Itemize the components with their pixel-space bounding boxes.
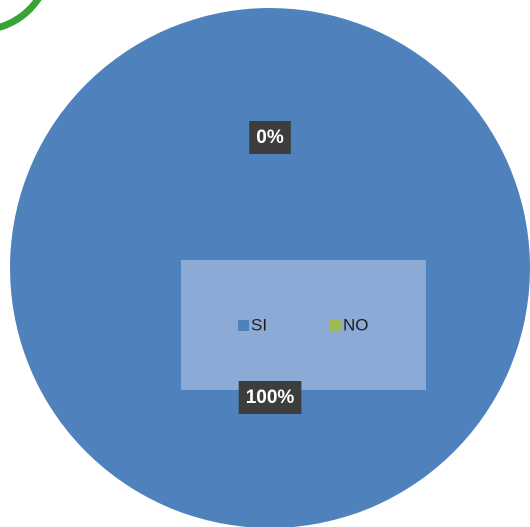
legend: SI NO <box>181 260 426 390</box>
legend-label: SI <box>251 315 267 334</box>
legend-box <box>181 260 426 390</box>
data-label-text: 100% <box>246 387 295 408</box>
legend-swatch <box>238 320 249 331</box>
data-labels: 100% 0% <box>238 121 302 415</box>
data-label: 100% <box>238 381 302 415</box>
data-label: 0% <box>249 121 291 155</box>
data-label-text: 0% <box>256 127 284 148</box>
data-label-box <box>249 121 291 155</box>
decoration-arc <box>0 0 42 31</box>
legend-swatch <box>330 320 341 331</box>
legend-label: NO <box>343 315 369 334</box>
data-label-box <box>238 381 302 415</box>
